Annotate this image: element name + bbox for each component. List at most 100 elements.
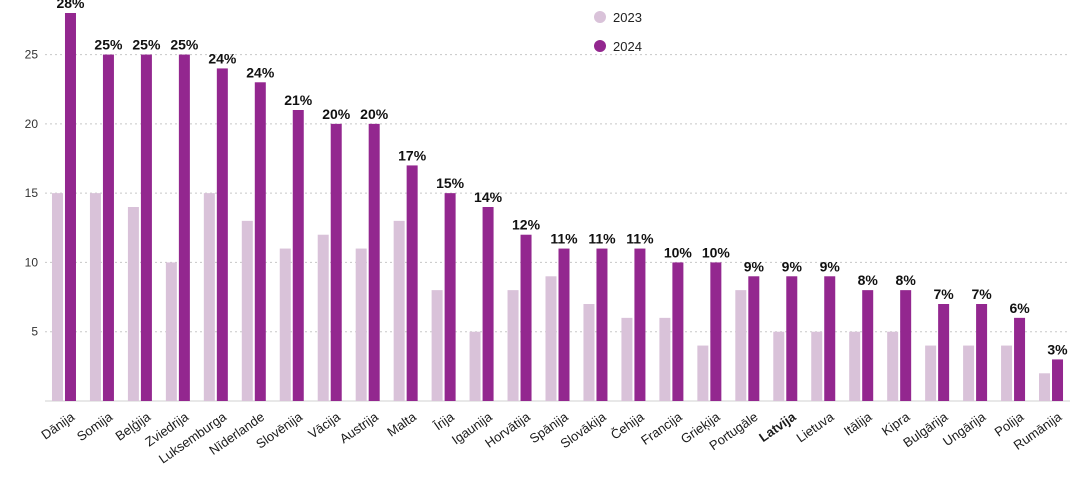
- bar-2023: [507, 290, 519, 401]
- data-label: 24%: [246, 64, 275, 80]
- y-tick-label: 5: [31, 325, 38, 339]
- legend-label-2024: 2024: [613, 39, 642, 54]
- data-label: 12%: [512, 217, 541, 233]
- data-label: 9%: [744, 258, 765, 274]
- bar-2023: [659, 317, 671, 401]
- bar-2023: [241, 220, 253, 401]
- bar-2024: [444, 193, 456, 401]
- bar-2023: [1039, 373, 1051, 401]
- category-label: Austrija: [337, 409, 382, 447]
- bar-2023: [621, 317, 633, 401]
- legend-swatch-2024: [594, 40, 606, 52]
- bar-2023: [811, 331, 823, 401]
- bar-2023: [355, 248, 367, 401]
- data-label: 20%: [322, 106, 351, 122]
- category-label: Latvija: [756, 409, 799, 445]
- bar-2023: [393, 220, 405, 401]
- bar-2023: [469, 331, 481, 401]
- data-label: 8%: [896, 272, 917, 288]
- bar-2024: [254, 82, 266, 402]
- y-tick-label: 25: [25, 48, 39, 62]
- bar-2023: [773, 331, 785, 401]
- bar-2024: [710, 262, 722, 401]
- category-label: Lietuva: [794, 409, 838, 446]
- y-tick-label: 15: [25, 186, 39, 200]
- bar-2024: [558, 248, 570, 401]
- bar-2024: [748, 276, 760, 401]
- data-label: 9%: [820, 258, 841, 274]
- data-label: 8%: [858, 272, 879, 288]
- bar-2023: [317, 234, 329, 401]
- data-label: 25%: [170, 37, 199, 53]
- bar-2024: [596, 248, 608, 401]
- bar-2023: [963, 345, 975, 401]
- bar-2024: [672, 262, 684, 401]
- bar-2024: [178, 54, 190, 401]
- bar-2024: [330, 123, 342, 401]
- legend-label-2023: 2023: [613, 10, 642, 25]
- data-label: 3%: [1047, 341, 1068, 357]
- data-label: 7%: [971, 286, 992, 302]
- bar-2024: [102, 54, 114, 401]
- data-label: 14%: [474, 189, 503, 205]
- data-label: 24%: [208, 50, 237, 66]
- bar-2024: [1014, 317, 1026, 401]
- bar-2024: [64, 13, 76, 401]
- data-label: 9%: [782, 258, 803, 274]
- legend: 2023 2024: [594, 10, 642, 54]
- bar-2024: [216, 68, 228, 401]
- y-tick-label: 20: [25, 117, 39, 131]
- bar-2023: [203, 193, 215, 401]
- bar-2023: [51, 193, 63, 401]
- category-label: Dānija: [38, 409, 77, 443]
- bar-2024: [140, 54, 152, 401]
- bar-2024: [406, 165, 418, 401]
- data-label: 25%: [132, 37, 161, 53]
- data-label: 6%: [1009, 300, 1030, 316]
- bar-2023: [583, 304, 595, 401]
- y-tick-label: 10: [25, 255, 39, 269]
- bar-2024: [634, 248, 646, 401]
- bar-2024: [938, 304, 950, 401]
- bar-2023: [431, 290, 443, 401]
- grid-layer: 5 10 15 20 25: [25, 48, 1070, 402]
- bar-2023: [1001, 345, 1013, 401]
- legend-swatch-2023: [594, 11, 606, 23]
- bar-2023: [887, 331, 899, 401]
- data-label: 28%: [56, 0, 85, 11]
- bar-2023: [925, 345, 937, 401]
- category-label: Bulgārija: [900, 409, 951, 451]
- data-label: 11%: [550, 231, 578, 247]
- bar-2024: [824, 276, 836, 401]
- bar-2023: [849, 331, 861, 401]
- bar-2024: [786, 276, 798, 401]
- data-label: 21%: [284, 92, 313, 108]
- bar-2024: [976, 304, 988, 401]
- bar-2023: [165, 262, 177, 401]
- data-label: 17%: [398, 147, 427, 163]
- bar-2024: [862, 290, 874, 401]
- data-label: 10%: [702, 244, 731, 260]
- category-label: Francija: [638, 409, 685, 448]
- data-label: 25%: [94, 37, 123, 53]
- data-label: 11%: [626, 231, 654, 247]
- bar-2023: [127, 207, 139, 401]
- data-label: 7%: [934, 286, 955, 302]
- bar-2023: [735, 290, 747, 401]
- bar-2023: [279, 248, 291, 401]
- data-label: 11%: [588, 231, 616, 247]
- bar-2024: [1052, 359, 1064, 401]
- bar-2024: [292, 110, 304, 401]
- category-label: Somija: [74, 409, 116, 445]
- bar-2024: [368, 123, 380, 401]
- category-label: Itālija: [841, 409, 875, 439]
- data-label: 10%: [664, 244, 693, 260]
- data-label: 20%: [360, 106, 389, 122]
- category-label: Ungārija: [940, 409, 989, 449]
- bar-2023: [545, 276, 557, 401]
- bar-2024: [900, 290, 912, 401]
- bar-2023: [89, 193, 101, 401]
- category-label: Malta: [384, 409, 419, 440]
- bar-2024: [520, 234, 532, 401]
